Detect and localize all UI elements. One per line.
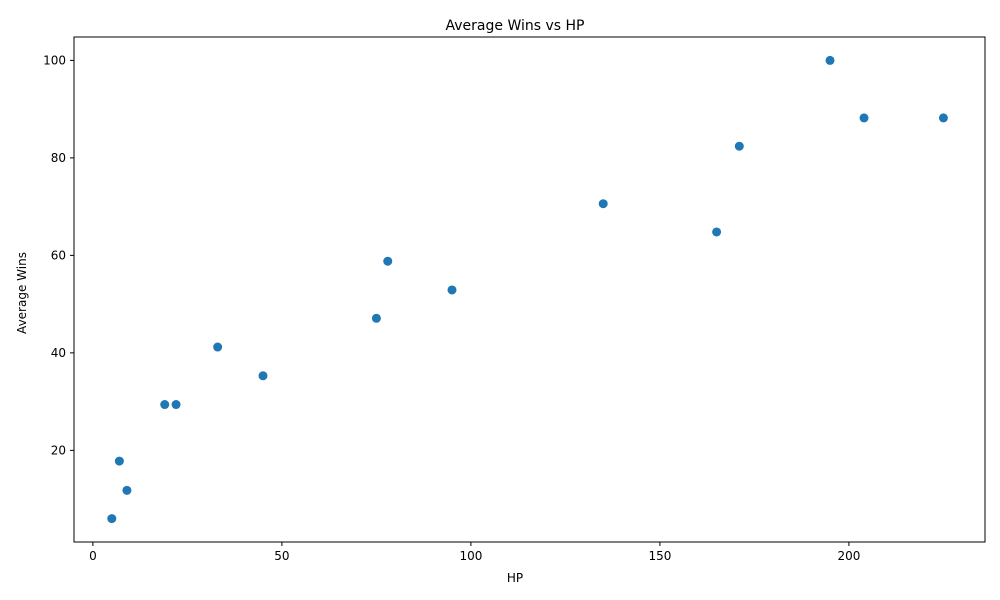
data-point [734,141,744,151]
data-point [938,113,948,123]
data-point [171,400,181,410]
x-tick-label: 100 [459,549,482,563]
chart-title: Average Wins vs HP [446,18,585,34]
plot-area [73,36,986,543]
data-point [213,342,223,352]
data-point [107,514,117,524]
data-point [122,485,132,495]
data-point [114,456,124,466]
y-tick-label: 40 [51,346,66,360]
data-point [258,371,268,381]
x-tick-label: 150 [648,549,671,563]
x-axis-ticks: 0 50 100 150 200 [89,542,860,563]
y-tick-label: 80 [51,151,66,165]
data-points [107,55,948,524]
data-point [598,199,608,209]
y-tick-label: 60 [51,248,66,262]
data-point [160,400,170,410]
x-tick-label: 0 [89,549,97,563]
y-axis-ticks: 20 40 60 80 100 [43,53,74,457]
data-point [859,113,869,123]
y-axis-label: Average Wins [15,252,29,334]
data-point [447,285,457,295]
x-tick-label: 50 [274,549,289,563]
data-point [383,256,393,266]
data-point [825,55,835,65]
plot-frame [73,36,986,543]
y-tick-label: 20 [51,443,66,457]
x-axis-label: HP [507,571,523,585]
data-point [371,313,381,323]
y-tick-label: 100 [43,53,66,67]
data-point [712,227,722,237]
x-tick-label: 200 [837,549,860,563]
